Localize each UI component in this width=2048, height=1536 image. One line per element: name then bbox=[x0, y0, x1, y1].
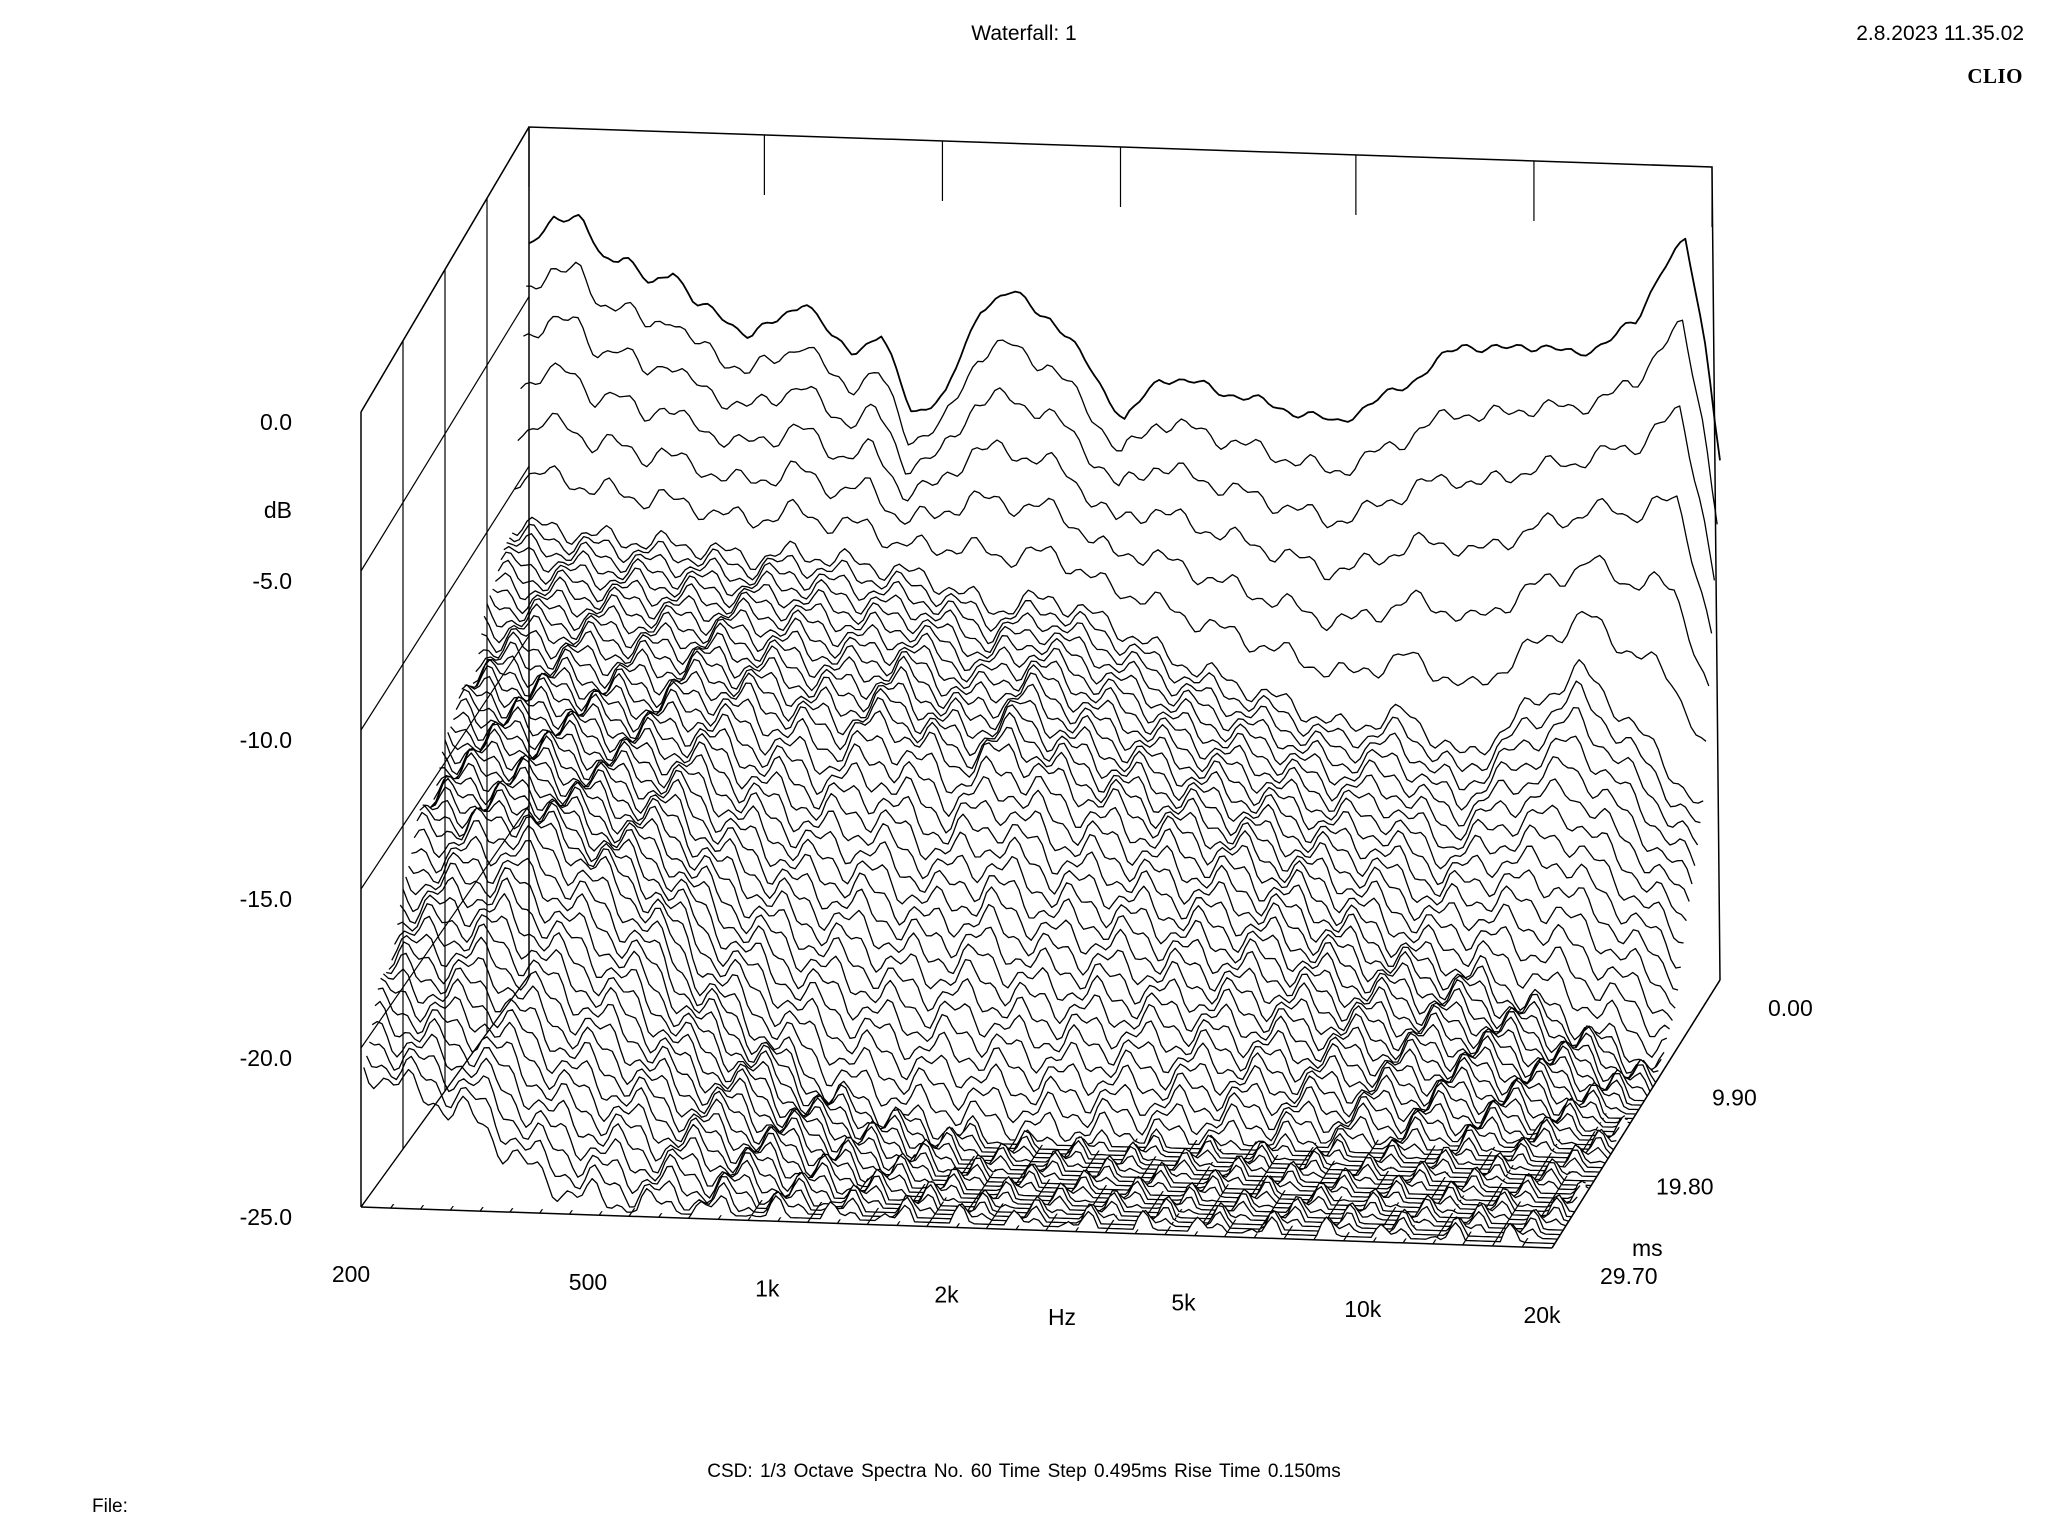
decay-slice-fill bbox=[366, 1055, 1558, 1240]
left-wall-db-line bbox=[360, 296, 530, 572]
timestamp: 2.8.2023 11.35.02 bbox=[1856, 22, 2024, 45]
chart-title: Waterfall: 1 bbox=[971, 22, 1077, 45]
decay-slice-line bbox=[450, 719, 1642, 1106]
x-tick-label: 20k bbox=[1523, 1302, 1561, 1328]
left-wall-db-line bbox=[360, 805, 530, 1049]
x-tick-label: 500 bbox=[569, 1269, 607, 1295]
decay-slice-line bbox=[494, 572, 1687, 922]
brand-logo: CLIO bbox=[1967, 64, 2023, 88]
decay-slices bbox=[363, 214, 1721, 1245]
decay-slice-line bbox=[481, 628, 1673, 1021]
decay-slice-line bbox=[517, 412, 1710, 687]
decay-slice-line bbox=[380, 977, 1572, 1218]
decay-slice-line bbox=[413, 820, 1606, 1164]
decay-slice-line bbox=[464, 675, 1657, 1083]
decay-slice-line bbox=[520, 362, 1713, 634]
decay-slice-line bbox=[458, 688, 1651, 1092]
decay-slice-line bbox=[436, 752, 1628, 1128]
decay-slice-line bbox=[503, 545, 1696, 866]
x-tick-label: 1k bbox=[755, 1275, 780, 1301]
decay-slice-line bbox=[394, 915, 1586, 1195]
z-tick-label: 0.00 bbox=[1768, 995, 1813, 1021]
decay-slice-line bbox=[511, 516, 1704, 804]
decay-slice-line bbox=[509, 523, 1701, 824]
decay-slice-line bbox=[514, 465, 1707, 742]
z-tick-label: 19.80 bbox=[1656, 1174, 1714, 1200]
file-label: File: bbox=[92, 1496, 128, 1517]
x-tick-label: 5k bbox=[1171, 1290, 1196, 1316]
x-tick-label: 200 bbox=[332, 1261, 370, 1287]
decay-slice-line bbox=[366, 1055, 1558, 1240]
decay-slice-line bbox=[382, 968, 1575, 1213]
decay-slice-line bbox=[402, 876, 1595, 1182]
decay-slice-line bbox=[377, 987, 1569, 1222]
decay-slice-line bbox=[506, 533, 1699, 846]
decay-slice-line bbox=[528, 214, 1721, 461]
left-wall-db-line bbox=[360, 126, 530, 413]
decay-slice-line bbox=[523, 315, 1716, 581]
z-tick-label: 29.70 bbox=[1600, 1263, 1658, 1289]
left-wall-db-line bbox=[360, 974, 530, 1208]
right-floor-edge bbox=[1551, 979, 1721, 1249]
decay-slice-line bbox=[478, 631, 1670, 1038]
decay-slice-line bbox=[483, 615, 1676, 1009]
left-wall-db-line bbox=[360, 635, 530, 890]
decay-slice-line bbox=[425, 781, 1617, 1146]
left-wall-db-line bbox=[360, 465, 530, 731]
y-tick-label: 0.0 bbox=[260, 409, 292, 435]
decay-slice-line bbox=[428, 777, 1620, 1141]
decay-slice-line bbox=[461, 684, 1654, 1088]
decay-slice-line bbox=[526, 261, 1718, 525]
x-tick-label: 2k bbox=[934, 1282, 959, 1308]
decay-slice-line bbox=[416, 807, 1609, 1160]
decay-slice-line bbox=[386, 952, 1578, 1208]
decay-slice-line bbox=[441, 735, 1634, 1120]
decay-slice-line bbox=[500, 551, 1693, 885]
decay-slice-line bbox=[405, 862, 1597, 1178]
decay-slice-line bbox=[391, 933, 1584, 1200]
y-tick-label: -15.0 bbox=[240, 886, 292, 912]
decay-slice-line bbox=[399, 893, 1592, 1187]
axis-labels: 0.0 -5.0 -10.0 -15.0 -20.0 -25.0 dB 200 500 1k 2k 5… bbox=[240, 409, 1813, 1330]
decay-slice-line bbox=[475, 641, 1668, 1058]
decay-slice-line bbox=[497, 559, 1690, 902]
y-tick-label: -25.0 bbox=[240, 1204, 292, 1230]
y-axis-unit-label: dB bbox=[264, 497, 292, 523]
decay-slice-line bbox=[397, 903, 1589, 1191]
y-tick-label: -5.0 bbox=[252, 568, 292, 594]
y-tick-label: -20.0 bbox=[240, 1045, 292, 1071]
decay-slice-line bbox=[439, 747, 1631, 1124]
decay-slice-line bbox=[486, 603, 1679, 991]
decay-slice-line bbox=[422, 789, 1614, 1151]
decay-slice-line bbox=[374, 1000, 1567, 1227]
decay-slice-line bbox=[444, 728, 1637, 1115]
decay-slice-line bbox=[419, 800, 1612, 1155]
decay-slice-line bbox=[455, 698, 1648, 1097]
decay-slice-line bbox=[467, 665, 1659, 1079]
front-floor-edge bbox=[360, 1206, 1553, 1249]
decay-slice-fill bbox=[363, 1067, 1555, 1244]
decay-slice-line bbox=[363, 1067, 1555, 1245]
measurement-parameters: CSD: 1/3 Octave Spectra No. 60 Time Step… bbox=[707, 1461, 1341, 1482]
decay-slice-line bbox=[453, 706, 1645, 1102]
decay-slice-line bbox=[489, 595, 1681, 969]
x-axis-unit-label: Hz bbox=[1048, 1304, 1076, 1330]
decay-slice-line bbox=[447, 723, 1639, 1111]
y-tick-label: -10.0 bbox=[240, 727, 292, 753]
z-tick-label: 9.90 bbox=[1712, 1084, 1757, 1110]
x-tick-label: 10k bbox=[1344, 1296, 1382, 1322]
frame-front bbox=[360, 126, 1721, 1249]
z-axis-unit-label: ms bbox=[1632, 1235, 1663, 1261]
decay-slice-line bbox=[492, 588, 1684, 944]
decay-slice-line bbox=[470, 658, 1662, 1074]
